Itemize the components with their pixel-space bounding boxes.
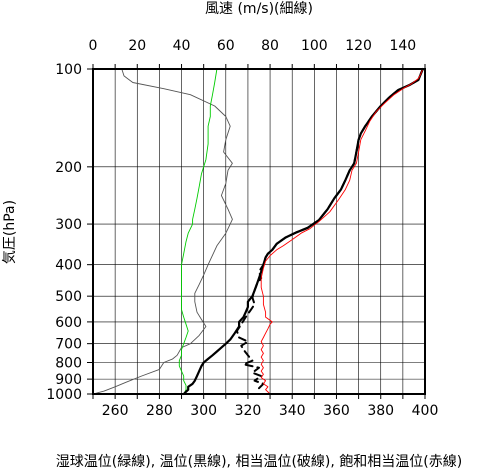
y-tick-label: 900 (55, 372, 82, 388)
top-tick-label: 140 (389, 38, 416, 54)
top-axis-title: 風速 (m/s)(細線) (205, 1, 313, 17)
y-tick-label: 600 (55, 315, 82, 331)
series-line-equivalent_potential_temperature (235, 68, 424, 390)
top-tick-label: 120 (345, 38, 372, 54)
y-tick-label: 400 (55, 258, 82, 274)
y-tick-label: 200 (55, 160, 82, 176)
y-tick-label: 300 (55, 217, 82, 233)
y-axis-title: 気圧(hPa) (2, 200, 18, 264)
series-line-wet_bulb_potential_temperature (178, 68, 218, 395)
y-tick-label: 700 (55, 337, 82, 353)
grid (93, 69, 425, 394)
series-line-wind_speed (92, 68, 233, 395)
y-tick-label: 1000 (46, 387, 82, 403)
top-tick-label: 0 (89, 38, 98, 54)
bottom-tick-label: 320 (235, 403, 262, 419)
plot-frame (92, 68, 426, 395)
bottom-axis-title: 湿球温位(緑線), 温位(黒線), 相当温位(破線), 飽和相当温位(赤線) (56, 453, 462, 470)
y-tick-label: 500 (55, 289, 82, 305)
ticks: 260 280 300 320 340 360 380 400 0 20 40 60 80 100 120 1… (46, 38, 438, 419)
bottom-tick-label: 400 (412, 403, 439, 419)
top-tick-label: 100 (301, 38, 328, 54)
top-tick-label: 40 (173, 38, 191, 54)
bottom-tick-label: 340 (279, 403, 306, 419)
top-tick-label: 80 (261, 38, 279, 54)
bottom-tick-label: 280 (146, 403, 173, 419)
bottom-tick-label: 260 (102, 403, 129, 419)
bottom-tick-label: 380 (367, 403, 394, 419)
series-line-potential_temperature (182, 67, 424, 396)
y-tick-label: 100 (55, 62, 82, 78)
series-line-saturated_equivalent_potential_temperature (260, 68, 424, 395)
y-tick-label: 800 (55, 356, 82, 372)
bottom-tick-label: 360 (323, 403, 350, 419)
top-tick-label: 60 (217, 38, 235, 54)
bottom-tick-label: 300 (190, 403, 217, 419)
series-layer (92, 67, 424, 396)
top-tick-label: 20 (128, 38, 146, 54)
